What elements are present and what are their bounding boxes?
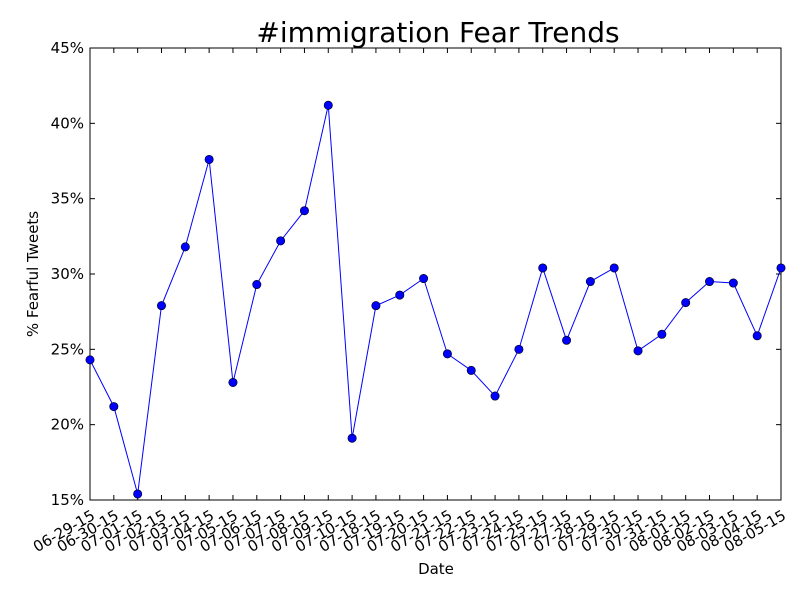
x-axis-label: Date — [418, 560, 454, 578]
plot-frame — [89, 47, 782, 501]
data-point — [156, 301, 166, 311]
data-point — [657, 329, 667, 339]
data-point — [347, 433, 357, 443]
data-point — [276, 236, 286, 246]
data-point — [442, 349, 452, 359]
chart-title: #immigration Fear Trends — [256, 16, 619, 49]
data-point — [681, 298, 691, 308]
y-tick-label: 15% — [51, 491, 84, 509]
data-point — [180, 242, 190, 252]
data-point — [705, 277, 715, 287]
data-point — [538, 263, 548, 273]
y-tick-label: 35% — [51, 190, 84, 208]
data-point — [752, 331, 762, 341]
data-point — [395, 290, 405, 300]
y-tick-label: 45% — [51, 39, 84, 57]
series-line — [89, 105, 782, 495]
y-axis-label: % Fearful Tweets — [24, 211, 42, 337]
data-point — [728, 278, 738, 288]
data-point — [585, 277, 595, 287]
y-axis: 15% 20% 25% 30% 35% 40% 45% — [51, 39, 781, 509]
y-tick-label: 40% — [51, 114, 84, 132]
data-point — [633, 346, 643, 356]
y-tick-label: 20% — [51, 416, 84, 434]
data-point — [466, 365, 476, 375]
data-point — [109, 402, 119, 412]
series-layer — [85, 100, 786, 499]
x-axis: 06-29-1506-30-1507-01-1507-02-1507-03-15… — [30, 48, 789, 556]
plot-area — [89, 47, 782, 501]
data-point — [776, 263, 786, 273]
data-point — [133, 489, 143, 499]
y-tick-label: 30% — [51, 265, 84, 283]
data-point — [299, 206, 309, 216]
data-point — [371, 301, 381, 311]
data-point — [490, 391, 500, 401]
data-point — [252, 280, 262, 290]
data-point — [85, 355, 95, 365]
data-point — [609, 263, 619, 273]
data-point — [562, 335, 572, 345]
data-point — [419, 274, 429, 284]
y-tick-label: 25% — [51, 340, 84, 358]
data-point — [228, 377, 238, 387]
data-point — [323, 100, 333, 110]
data-point — [204, 154, 214, 164]
data-point — [514, 344, 524, 354]
